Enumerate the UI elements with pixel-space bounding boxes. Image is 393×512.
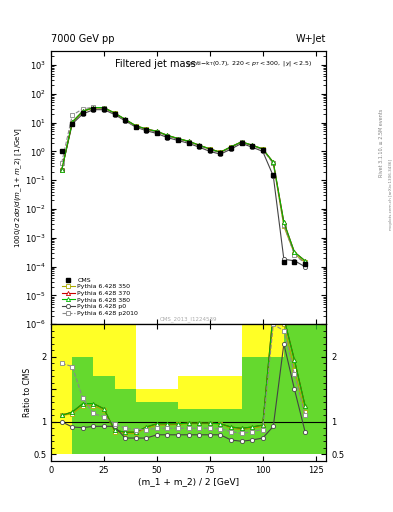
Text: CMS_2013_I1224539: CMS_2013_I1224539	[160, 316, 217, 322]
Text: Filtered jet mass: Filtered jet mass	[115, 59, 196, 70]
Y-axis label: Ratio to CMS: Ratio to CMS	[23, 368, 32, 417]
Text: $(\mathregular{anti\mathsf{-}k_T}(0.7),\ 220<p_T<300,\ |y|<2.5)$: $(\mathregular{anti\mathsf{-}k_T}(0.7),\…	[186, 59, 312, 69]
Text: W+Jet: W+Jet	[296, 33, 326, 44]
X-axis label: (m_1 + m_2) / 2 [GeV]: (m_1 + m_2) / 2 [GeV]	[138, 477, 239, 486]
Text: mcplots.cern.ch [arXiv:1306.3436]: mcplots.cern.ch [arXiv:1306.3436]	[389, 159, 393, 230]
Y-axis label: $1000/\sigma\ 2d\sigma/d(m\_1 + m\_2)\ [1/\mathrm{GeV}]$: $1000/\sigma\ 2d\sigma/d(m\_1 + m\_2)\ […	[13, 127, 24, 248]
Text: Rivet 3.1.10, ≥ 2.5M events: Rivet 3.1.10, ≥ 2.5M events	[379, 109, 384, 178]
Text: 7000 GeV pp: 7000 GeV pp	[51, 33, 115, 44]
Legend: CMS, Pythia 6.428 350, Pythia 6.428 370, Pythia 6.428 380, Pythia 6.428 p0, Pyth: CMS, Pythia 6.428 350, Pythia 6.428 370,…	[60, 275, 141, 318]
